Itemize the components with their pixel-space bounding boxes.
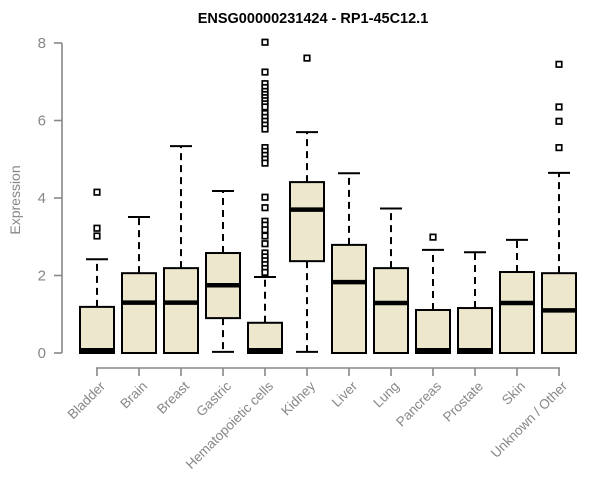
outlier-point xyxy=(261,193,269,201)
plot-area: 0 2 4 6 8 Bladder Brain Breast GastricHematopoie… xyxy=(38,35,577,472)
outlier-point xyxy=(555,60,563,68)
y-tick-label: 6 xyxy=(38,113,46,130)
box-bladder xyxy=(79,188,115,355)
y-tick-label: 2 xyxy=(38,268,46,285)
x-tick-label-kidney: Kidney xyxy=(278,378,318,418)
outlier-point xyxy=(261,268,269,276)
iqr-box xyxy=(373,267,409,355)
outlier-point xyxy=(261,125,269,133)
iqr-box xyxy=(415,308,451,354)
iqr-box xyxy=(121,272,157,354)
box-hematopoietic-cells xyxy=(247,38,283,354)
iqr-box xyxy=(247,321,283,354)
outlier-point xyxy=(429,233,437,241)
box-lung xyxy=(373,207,409,355)
box-gastric xyxy=(205,190,241,353)
box-breast xyxy=(163,145,199,355)
x-tick-label-lung: Lung xyxy=(370,379,402,411)
iqr-box xyxy=(331,243,367,354)
x-tick-label-skin: Skin xyxy=(499,379,528,408)
y-axis: 0 2 4 6 8 xyxy=(38,35,63,362)
outlier-point xyxy=(555,103,563,111)
box-brain xyxy=(121,215,157,354)
iqr-box xyxy=(499,271,535,355)
iqr-box xyxy=(163,267,199,355)
x-tick-label-bladder: Bladder xyxy=(65,378,109,422)
x-tick-label-liver: Liver xyxy=(329,378,361,410)
x-tick-label-pancreas: Pancreas xyxy=(393,378,444,429)
x-tick-label-prostate: Prostate xyxy=(440,379,486,425)
y-tick-label: 4 xyxy=(38,190,46,207)
outlier-point xyxy=(261,232,269,240)
chart-title: ENSG00000231424 - RP1-45C12.1 xyxy=(198,11,429,27)
outlier-point xyxy=(93,188,101,196)
outlier-point xyxy=(93,224,101,232)
iqr-box xyxy=(541,272,577,354)
box-prostate xyxy=(457,251,493,354)
outlier-point xyxy=(261,38,269,46)
outlier-point xyxy=(261,226,269,234)
box-skin xyxy=(499,238,535,355)
y-tick-label: 0 xyxy=(38,345,46,362)
iqr-box xyxy=(289,181,325,263)
x-tick-label-gastric: Gastric xyxy=(193,378,234,419)
outlier-point xyxy=(261,204,269,212)
outlier-point xyxy=(261,240,269,248)
box-pancreas xyxy=(415,233,451,354)
box-unknown-other xyxy=(541,60,577,354)
x-tick-label-brain: Brain xyxy=(117,379,150,412)
outlier-point xyxy=(303,54,311,62)
outlier-point xyxy=(555,144,563,152)
outlier-point xyxy=(93,232,101,240)
box-liver xyxy=(331,172,367,354)
y-tick-label: 8 xyxy=(38,35,46,52)
outlier-point xyxy=(555,117,563,125)
outlier-point xyxy=(261,103,269,111)
outlier-point xyxy=(261,159,269,167)
box-kidney xyxy=(289,54,325,353)
iqr-box xyxy=(457,307,493,354)
y-axis-label: Expression xyxy=(7,165,23,234)
outlier-point xyxy=(261,68,269,76)
iqr-box xyxy=(79,305,115,355)
x-tick-label-breast: Breast xyxy=(154,378,192,416)
x-tick-label-unknown-other: Unknown / Other xyxy=(488,378,571,461)
